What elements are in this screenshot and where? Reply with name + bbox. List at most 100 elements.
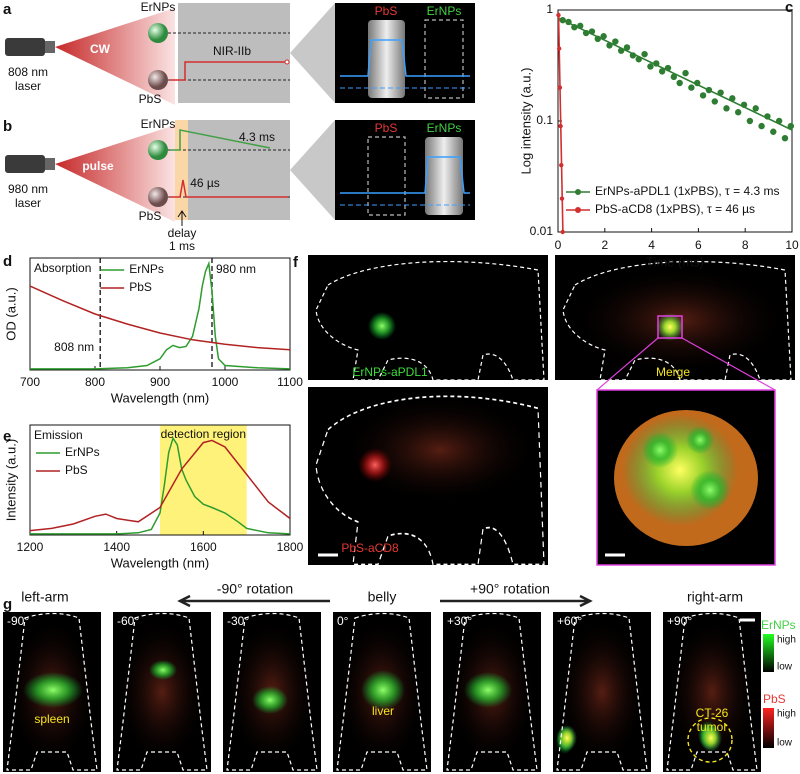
data-point — [658, 68, 666, 75]
label: left-arm — [21, 589, 68, 605]
label: ErNPs — [761, 618, 796, 632]
x-tick-label: 1000 — [212, 375, 239, 389]
data-point — [623, 44, 631, 51]
x-axis-title: Wavelength (nm) — [111, 555, 210, 570]
decoration-path — [170, 61, 286, 81]
data-point — [682, 69, 689, 77]
x-tick-label: 10 — [785, 238, 799, 252]
data-point — [787, 122, 795, 130]
data-point — [641, 50, 648, 58]
legend-label: ErNPs — [65, 445, 100, 459]
angle-label: +90° — [667, 614, 692, 628]
data-line — [30, 439, 290, 532]
data-point — [781, 134, 789, 142]
label: ErNPs-aPDL1 — [352, 365, 428, 379]
x-tick-label: 1600 — [190, 540, 217, 554]
angle-label: -60° — [117, 614, 139, 628]
x-tick-label: 6 — [695, 238, 702, 252]
image-signal — [361, 670, 405, 710]
label: 4.3 ms — [239, 130, 275, 144]
image-haze — [557, 617, 647, 767]
image-haze — [117, 617, 207, 767]
y-tick-label: 0.1 — [536, 113, 553, 127]
decoration-path — [596, 337, 776, 391]
label: PbS — [139, 209, 162, 223]
plot-frame — [29, 424, 291, 536]
data-point — [699, 92, 707, 99]
tumor-outline — [687, 717, 733, 763]
data-point — [600, 33, 607, 40]
legend-label: ErNPs-aPDL1 (1xPBS), τ = 4.3 ms — [595, 184, 779, 198]
panel-label: f — [293, 254, 299, 271]
panel-label: g — [3, 596, 12, 613]
image-signal — [252, 686, 288, 714]
image-signal — [557, 725, 577, 751]
panel-f: f ErNPs-aPDL1 Merge PbS-aCD8 — [293, 254, 795, 566]
chart: detection region 1200 1400 1600 1800 ErNPs PbS… — [3, 424, 304, 570]
panel-label: b — [3, 118, 12, 135]
label: belly — [368, 589, 397, 605]
image-signal — [23, 672, 83, 708]
decoration-path — [440, 594, 593, 608]
decoration-circle — [642, 432, 678, 468]
legend-marker — [575, 207, 581, 213]
label: 808 nm — [8, 65, 48, 79]
y-axis-title: OD (a.u.) — [3, 287, 18, 340]
organ-label: spleen — [34, 712, 69, 726]
decoration-rect — [5, 38, 45, 56]
image-haze — [667, 617, 757, 767]
label: PbS — [763, 692, 786, 706]
decoration-rect — [308, 255, 548, 380]
x-tick-label: 2 — [601, 238, 608, 252]
label: ErNPs — [427, 4, 462, 18]
decoration-rect — [425, 137, 463, 215]
decoration-circle — [358, 448, 392, 482]
x-tick-label: 800 — [85, 375, 105, 389]
label: PbS — [375, 4, 398, 18]
label: 1 ms — [169, 239, 195, 253]
x-tick-label: 1400 — [103, 540, 130, 554]
data-point — [711, 98, 718, 105]
label: PbS — [375, 121, 398, 135]
label: -90° rotation — [217, 581, 293, 597]
decoration-circle — [284, 59, 290, 65]
decoration-circle — [368, 312, 396, 340]
decoration-polygon — [55, 8, 175, 105]
image-signal — [464, 672, 512, 708]
data-point — [688, 84, 695, 91]
angle-label: +60° — [557, 614, 582, 628]
angle-label: -30° — [227, 614, 249, 628]
decoration-path — [340, 156, 470, 194]
decoration-path — [340, 39, 470, 77]
decoration-rect — [45, 41, 55, 53]
angle-label: 0° — [337, 614, 349, 628]
decoration-circle — [686, 426, 714, 454]
x-tick-label: 4 — [648, 238, 655, 252]
decoration-polygon — [290, 120, 335, 220]
data-point — [670, 73, 678, 81]
y-tick-label: 0.01 — [530, 224, 554, 238]
label: delay — [168, 226, 197, 240]
data-line — [30, 260, 290, 370]
x-tick-label: 8 — [742, 238, 749, 252]
x-tick-label: 1800 — [277, 540, 304, 554]
label: high — [777, 709, 796, 720]
y-axis-title: Intensity (a.u.) — [3, 439, 18, 521]
label: 46 µs — [190, 176, 220, 190]
decoration-rect — [657, 315, 683, 339]
panel-g: g left-arm belly right-arm -90° rotation… — [3, 581, 796, 772]
marker-label: 808 nm — [54, 340, 94, 354]
annotation: Absorption — [34, 261, 91, 275]
data-line — [30, 285, 290, 351]
data-point — [676, 79, 683, 87]
angle-label: +30° — [447, 614, 472, 628]
decoration-rect — [424, 19, 464, 99]
label: PbS — [139, 92, 162, 106]
data-point — [612, 38, 619, 45]
marker-label: 980 nm — [216, 262, 256, 276]
decoration-polygon — [55, 125, 175, 222]
label: NIR-IIb — [213, 44, 251, 58]
y-tick-label: 1 — [546, 2, 553, 16]
plot-frame — [557, 9, 793, 233]
